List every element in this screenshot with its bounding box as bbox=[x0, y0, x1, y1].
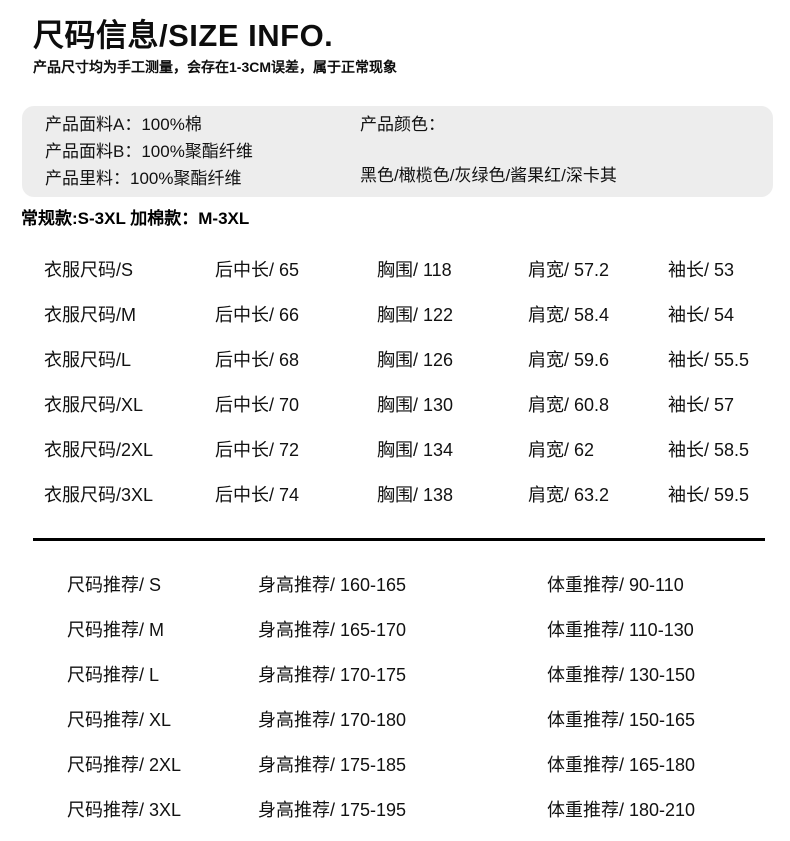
recommend-weight-cell: 体重推荐/ 90-110 bbox=[547, 574, 684, 595]
shoulder-cell: 肩宽/ 57.2 bbox=[528, 259, 610, 280]
chest-cell: 胸围/ 134 bbox=[377, 439, 454, 460]
material-line-b: 产品面料B：100%聚酯纤维 bbox=[45, 142, 253, 161]
recommend-row-2xl: 尺码推荐/ 2XL 身高推荐/ 175-185 体重推荐/ 165-180 bbox=[67, 741, 767, 786]
shoulder-cell: 肩宽/ 59.6 bbox=[528, 349, 610, 370]
recommend-row-3xl: 尺码推荐/ 3XL 身高推荐/ 175-195 体重推荐/ 180-210 bbox=[67, 786, 767, 831]
back-length-cell: 后中长/ 70 bbox=[215, 394, 300, 415]
recommend-height-cell: 身高推荐/ 175-185 bbox=[258, 754, 407, 775]
size-cell: 衣服尺码/2XL bbox=[44, 439, 154, 460]
chest-cell: 胸围/ 118 bbox=[377, 259, 452, 280]
size-range-note: 常规款:S-3XL 加棉款：M-3XL bbox=[21, 209, 250, 228]
color-label: 产品颜色： bbox=[360, 115, 445, 134]
recommend-row-xl: 尺码推荐/ XL 身高推荐/ 170-180 体重推荐/ 150-165 bbox=[67, 696, 767, 741]
recommend-row-m: 尺码推荐/ M 身高推荐/ 165-170 体重推荐/ 110-130 bbox=[67, 606, 767, 651]
size-recommend-table: 尺码推荐/ S 身高推荐/ 160-165 体重推荐/ 90-110 尺码推荐/… bbox=[67, 561, 767, 831]
chest-cell: 胸围/ 122 bbox=[377, 304, 454, 325]
section-divider bbox=[33, 538, 765, 541]
size-row-3xl: 衣服尺码/3XL 后中长/ 74 胸围/ 138 肩宽/ 63.2 袖长/ 59… bbox=[44, 471, 774, 516]
recommend-size-cell: 尺码推荐/ 2XL bbox=[67, 754, 182, 775]
recommend-weight-cell: 体重推荐/ 110-130 bbox=[547, 619, 694, 640]
recommend-height-cell: 身高推荐/ 175-195 bbox=[258, 799, 407, 820]
sleeve-cell: 袖长/ 59.5 bbox=[668, 484, 750, 505]
size-cell: 衣服尺码/M bbox=[44, 304, 136, 325]
size-cell: 衣服尺码/L bbox=[44, 349, 132, 370]
recommend-row-l: 尺码推荐/ L 身高推荐/ 170-175 体重推荐/ 130-150 bbox=[67, 651, 767, 696]
color-list: 黑色/橄榄色/灰绿色/酱果红/深卡其 bbox=[360, 166, 617, 185]
recommend-weight-cell: 体重推荐/ 180-210 bbox=[547, 799, 696, 820]
size-cell: 衣服尺码/S bbox=[44, 259, 134, 280]
back-length-cell: 后中长/ 65 bbox=[215, 259, 300, 280]
recommend-height-cell: 身高推荐/ 165-170 bbox=[258, 619, 407, 640]
back-length-cell: 后中长/ 74 bbox=[215, 484, 300, 505]
product-info-panel: 产品面料A：100%棉 产品面料B：100%聚酯纤维 产品里料：100%聚酯纤维… bbox=[22, 106, 773, 197]
sleeve-cell: 袖长/ 58.5 bbox=[668, 439, 750, 460]
recommend-height-cell: 身高推荐/ 170-180 bbox=[258, 709, 407, 730]
page-title: 尺码信息/SIZE INFO. bbox=[33, 18, 334, 53]
size-row-s: 衣服尺码/S 后中长/ 65 胸围/ 118 肩宽/ 57.2 袖长/ 53 bbox=[44, 246, 774, 291]
shoulder-cell: 肩宽/ 60.8 bbox=[528, 394, 610, 415]
shoulder-cell: 肩宽/ 63.2 bbox=[528, 484, 610, 505]
chest-cell: 胸围/ 130 bbox=[377, 394, 454, 415]
sleeve-cell: 袖长/ 53 bbox=[668, 259, 735, 280]
sleeve-cell: 袖长/ 55.5 bbox=[668, 349, 750, 370]
shoulder-cell: 肩宽/ 58.4 bbox=[528, 304, 610, 325]
material-line-a: 产品面料A：100%棉 bbox=[45, 115, 202, 134]
back-length-cell: 后中长/ 68 bbox=[215, 349, 300, 370]
recommend-weight-cell: 体重推荐/ 130-150 bbox=[547, 664, 696, 685]
back-length-cell: 后中长/ 72 bbox=[215, 439, 300, 460]
recommend-size-cell: 尺码推荐/ XL bbox=[67, 709, 172, 730]
back-length-cell: 后中长/ 66 bbox=[215, 304, 300, 325]
size-row-m: 衣服尺码/M 后中长/ 66 胸围/ 122 肩宽/ 58.4 袖长/ 54 bbox=[44, 291, 774, 336]
recommend-size-cell: 尺码推荐/ S bbox=[67, 574, 162, 595]
chest-cell: 胸围/ 126 bbox=[377, 349, 454, 370]
recommend-row-s: 尺码推荐/ S 身高推荐/ 160-165 体重推荐/ 90-110 bbox=[67, 561, 767, 606]
size-row-2xl: 衣服尺码/2XL 后中长/ 72 胸围/ 134 肩宽/ 62 袖长/ 58.5 bbox=[44, 426, 774, 471]
size-measurement-table: 衣服尺码/S 后中长/ 65 胸围/ 118 肩宽/ 57.2 袖长/ 53 衣… bbox=[44, 246, 774, 516]
measurement-note: 产品尺寸均为手工测量，会存在1-3CM误差，属于正常现象 bbox=[33, 59, 398, 75]
recommend-height-cell: 身高推荐/ 170-175 bbox=[258, 664, 407, 685]
material-line-lining: 产品里料：100%聚酯纤维 bbox=[45, 169, 242, 188]
recommend-weight-cell: 体重推荐/ 165-180 bbox=[547, 754, 696, 775]
shoulder-cell: 肩宽/ 62 bbox=[528, 439, 595, 460]
recommend-size-cell: 尺码推荐/ L bbox=[67, 664, 160, 685]
sleeve-cell: 袖长/ 57 bbox=[668, 394, 735, 415]
size-row-l: 衣服尺码/L 后中长/ 68 胸围/ 126 肩宽/ 59.6 袖长/ 55.5 bbox=[44, 336, 774, 381]
size-cell: 衣服尺码/3XL bbox=[44, 484, 154, 505]
sleeve-cell: 袖长/ 54 bbox=[668, 304, 735, 325]
size-cell: 衣服尺码/XL bbox=[44, 394, 144, 415]
chest-cell: 胸围/ 138 bbox=[377, 484, 454, 505]
size-row-xl: 衣服尺码/XL 后中长/ 70 胸围/ 130 肩宽/ 60.8 袖长/ 57 bbox=[44, 381, 774, 426]
recommend-weight-cell: 体重推荐/ 150-165 bbox=[547, 709, 696, 730]
material-list: 产品面料A：100%棉 产品面料B：100%聚酯纤维 产品里料：100%聚酯纤维 bbox=[45, 111, 253, 192]
recommend-size-cell: 尺码推荐/ 3XL bbox=[67, 799, 182, 820]
recommend-height-cell: 身高推荐/ 160-165 bbox=[258, 574, 407, 595]
recommend-size-cell: 尺码推荐/ M bbox=[67, 619, 164, 640]
